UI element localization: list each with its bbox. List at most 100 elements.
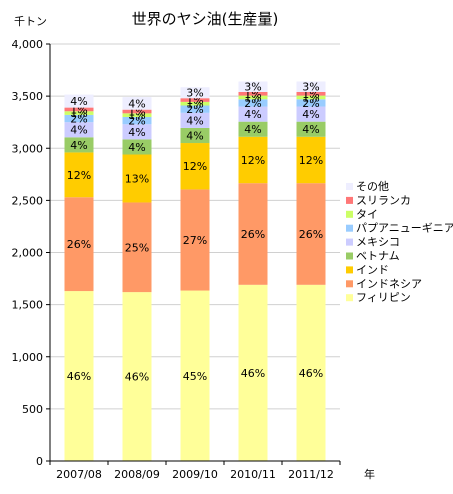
bar-segment <box>238 284 268 461</box>
data-label: 4% <box>302 108 319 121</box>
bar-segment <box>180 98 210 102</box>
x-tick-label: 2008/09 <box>114 468 160 481</box>
bar-segment <box>296 106 326 122</box>
legend-label: スリランカ <box>356 194 411 207</box>
legend-swatch <box>346 224 353 232</box>
bar-segment <box>296 284 326 461</box>
y-tick-label: 1,000 <box>12 351 44 364</box>
data-label: 12% <box>67 169 91 182</box>
bar-segment <box>64 152 94 198</box>
legend-swatch <box>346 196 353 204</box>
legend-label: インド <box>356 263 389 276</box>
legend-label: タイ <box>356 208 378 221</box>
bar-segment <box>64 94 94 108</box>
bar-segment <box>296 183 326 285</box>
bars: 46%26%12%4%4%2%1%1%4%46%25%13%4%4%2%1%1%… <box>64 81 326 461</box>
legend-swatch <box>346 294 353 302</box>
data-label: 13% <box>125 172 149 185</box>
bar-segment <box>238 81 268 92</box>
bar-segment <box>296 99 326 107</box>
data-label: 26% <box>67 238 91 251</box>
data-label: 4% <box>70 139 87 152</box>
bar-segment <box>238 95 268 100</box>
bar-segment <box>296 91 326 96</box>
bar-segment <box>122 109 152 114</box>
bar-segment <box>122 116 152 125</box>
data-label: 4% <box>244 108 261 121</box>
legend-swatch <box>346 183 353 190</box>
x-tick-label: 2009/10 <box>172 468 218 481</box>
y-tick-label: 0 <box>36 455 43 468</box>
bar-segment <box>64 197 94 292</box>
data-label: 3% <box>302 81 319 94</box>
bar-segment <box>122 124 152 140</box>
legend-label: パプアニューギニア <box>356 222 453 235</box>
legend-swatch <box>346 210 353 218</box>
bar-segment <box>122 292 152 461</box>
bar-segment <box>180 127 210 144</box>
data-label: 46% <box>67 370 91 383</box>
data-label: 25% <box>125 241 149 254</box>
data-label: 4% <box>302 123 319 136</box>
bar-segment <box>64 291 94 461</box>
data-label: 4% <box>128 141 145 154</box>
bar-segment <box>64 114 94 123</box>
data-label: 46% <box>125 371 149 384</box>
bar-segment <box>296 81 326 92</box>
data-label: 3% <box>244 81 261 94</box>
legend: その他スリランカタイパプアニューギニアメキシコベトナムインドインドネシアフィリピ… <box>346 180 453 304</box>
bar-segment <box>64 122 94 138</box>
y-tick-label: 500 <box>22 403 43 416</box>
legend-swatch <box>346 252 353 260</box>
chart-title: 世界のヤシ油(生産量) <box>132 10 279 28</box>
y-tick-label: 3,500 <box>12 90 44 103</box>
data-label: 12% <box>299 154 323 167</box>
data-label: 4% <box>186 114 203 127</box>
bar-segment <box>180 112 210 128</box>
bar-segment <box>296 121 326 137</box>
bar-segment <box>64 137 94 153</box>
data-label: 2% <box>70 113 87 126</box>
data-label: 4% <box>186 129 203 142</box>
data-label: 46% <box>299 367 323 380</box>
legend-label: フィリピン <box>356 291 411 304</box>
data-label: 26% <box>299 228 323 241</box>
data-label: 4% <box>70 95 87 108</box>
bar-segment <box>122 202 152 293</box>
bar-segment <box>238 106 268 122</box>
legend-swatch <box>346 238 353 246</box>
bar-segment <box>122 97 152 110</box>
data-label: 4% <box>128 97 145 110</box>
bar-segment <box>238 121 268 137</box>
y-tick-label: 1,500 <box>12 299 44 312</box>
data-label: 2% <box>302 97 319 110</box>
bar-segment <box>180 105 210 113</box>
data-label: 4% <box>128 126 145 139</box>
legend-swatch <box>346 266 353 274</box>
bar-segment <box>238 136 268 184</box>
y-axis-unit: 千トン <box>14 15 47 28</box>
data-label: 12% <box>183 160 207 173</box>
y-tick-label: 4,000 <box>12 38 44 51</box>
data-label: 27% <box>183 234 207 247</box>
data-label: 45% <box>183 370 207 383</box>
bar-segment <box>122 113 152 117</box>
data-label: 46% <box>241 367 265 380</box>
legend-label: メキシコ <box>356 236 400 249</box>
bar-segment <box>180 189 210 291</box>
axes: 0 500 1,000 1,500 2,000 2,500 3,000 3,500 4,000 2… <box>12 38 341 481</box>
legend-label: ベトナム <box>356 250 400 263</box>
y-tick-label: 2,500 <box>12 194 44 207</box>
data-label: 2% <box>186 103 203 116</box>
bar-segment <box>238 183 268 285</box>
bar-segment <box>180 101 210 106</box>
bar-segment <box>122 139 152 155</box>
y-tick-label: 3,000 <box>12 142 44 155</box>
x-axis-unit: 年 <box>364 467 375 481</box>
bar-segment <box>180 143 210 190</box>
legend-swatch <box>346 280 353 288</box>
bar-segment <box>64 111 94 115</box>
data-label: 26% <box>241 228 265 241</box>
bar-segment <box>238 91 268 96</box>
data-label: 2% <box>128 115 145 128</box>
